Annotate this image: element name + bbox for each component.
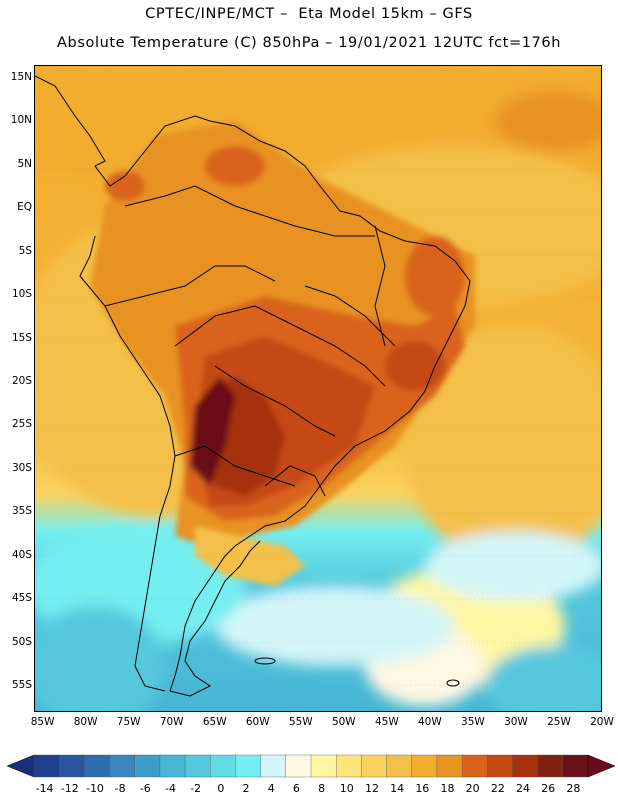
colorbar-label: 24 (516, 782, 531, 795)
south-georgia (446, 679, 460, 687)
colorbar-swatch (461, 754, 488, 778)
border-states-1 (374, 225, 386, 347)
longitude-label: 20W (590, 716, 614, 728)
colorbar-label: -4 (165, 782, 176, 795)
colorbar-swatch (260, 754, 287, 778)
colorbar-swatch (134, 754, 161, 778)
colorbar-swatch (184, 754, 211, 778)
colorbar-label: -12 (60, 782, 79, 795)
latitude-label: 35S (11, 505, 32, 518)
colorbar-label: -10 (85, 782, 104, 795)
latitude-label: 15S (11, 331, 32, 344)
coastlines (35, 75, 471, 697)
colorbar-swatch (335, 754, 363, 778)
border-uruguay (264, 465, 326, 497)
colorbar-swatch (210, 754, 237, 778)
border-brazil-west (174, 305, 386, 387)
latitude-label: 10S (11, 288, 32, 301)
longitude-label: 80W (73, 716, 98, 728)
colorbar-label: -8 (114, 782, 126, 795)
colorbar-swatch (235, 754, 262, 778)
temperature-map (34, 65, 602, 712)
latitude-label: 40S (11, 548, 32, 561)
colorbar-swatch (109, 754, 136, 778)
border-peru (104, 265, 276, 307)
colorbar-label: 14 (390, 782, 405, 795)
title-line-2: Absolute Temperature (C) 850hPa – 19/01/… (57, 35, 561, 51)
longitude-label: 45W (374, 716, 399, 728)
longitude-label: 65W (202, 716, 227, 728)
colorbar-label: 8 (318, 782, 326, 795)
latitude-label: 25S (11, 418, 32, 431)
longitude-label: 30W (504, 716, 528, 728)
colorbar-label: 22 (490, 782, 505, 795)
border-argentina (174, 445, 296, 487)
atlantic-coastline (35, 75, 471, 697)
colorbar-swatch (361, 754, 388, 778)
continent-heat (90, 121, 475, 586)
longitude-label: 25W (547, 716, 571, 728)
latitude-label: 5N (17, 157, 32, 170)
colorbar-label: 2 (242, 782, 250, 795)
colorbar-swatch (84, 754, 111, 778)
title-line-1: CPTEC/INPE/MCT – Eta Model 15km – GFS (145, 6, 473, 22)
latitude-label: 30S (11, 461, 32, 474)
border-north (124, 185, 375, 237)
latitude-label: 15N (10, 71, 32, 84)
colorbar-label: 6 (292, 782, 300, 795)
colorbar-swatch (487, 754, 514, 778)
colorbar-swatch (33, 754, 60, 778)
colorbar-label: 20 (465, 782, 480, 795)
falkland-islands (254, 657, 276, 665)
colorbar-label: -2 (190, 782, 202, 795)
colorbar-swatch (411, 754, 438, 778)
colorbar-swatch (386, 754, 413, 778)
border-states-2 (304, 285, 396, 347)
colorbar-swatch (159, 754, 186, 778)
colorbar-label: 16 (415, 782, 430, 795)
map-canvas (35, 66, 601, 711)
latitude-label: 10N (10, 114, 32, 127)
graticule (35, 82, 601, 686)
latitude-label: EQ (17, 201, 32, 214)
colorbar-swatch (436, 754, 463, 778)
colorbar-label: 10 (339, 782, 354, 795)
colorbar-label: 0 (217, 782, 225, 795)
colorbar-low-arrow-icon (6, 754, 35, 778)
colorbar-swatch (512, 754, 539, 778)
colorbar-label: 12 (364, 782, 379, 795)
longitude-label: 55W (288, 716, 313, 728)
longitude-label: 50W (331, 716, 356, 728)
colorbar-label: 4 (267, 782, 275, 795)
latitude-label: 5S (18, 244, 32, 257)
colorbar-label: 26 (541, 782, 556, 795)
colorbar-swatch (537, 754, 564, 778)
longitude-label: 40W (418, 716, 442, 728)
longitude-label: 70W (159, 716, 184, 728)
colorbar-swatch (58, 754, 86, 778)
latitude-label: 50S (11, 635, 32, 648)
longitude-label: 60W (245, 716, 270, 728)
colorbar-label: -14 (35, 782, 54, 795)
colorbar-label: -6 (139, 782, 151, 795)
colorbar-high-arrow-icon (587, 754, 616, 778)
latitude-label: 45S (11, 592, 32, 605)
latitude-label: 20S (11, 374, 32, 387)
colorbar-swatch (562, 754, 589, 778)
colorbar-label: 28 (566, 782, 581, 795)
colorbar-swatch (310, 754, 337, 778)
colorbar-label: 18 (440, 782, 455, 795)
border-paraguay (214, 365, 336, 437)
colorbar-swatch (285, 754, 312, 778)
longitude-label: 85W (30, 716, 55, 728)
longitude-label: 75W (116, 716, 141, 728)
islands (254, 657, 460, 687)
longitude-label: 35W (461, 716, 485, 728)
pacific-coastline (79, 235, 176, 692)
latitude-label: 55S (11, 678, 32, 691)
